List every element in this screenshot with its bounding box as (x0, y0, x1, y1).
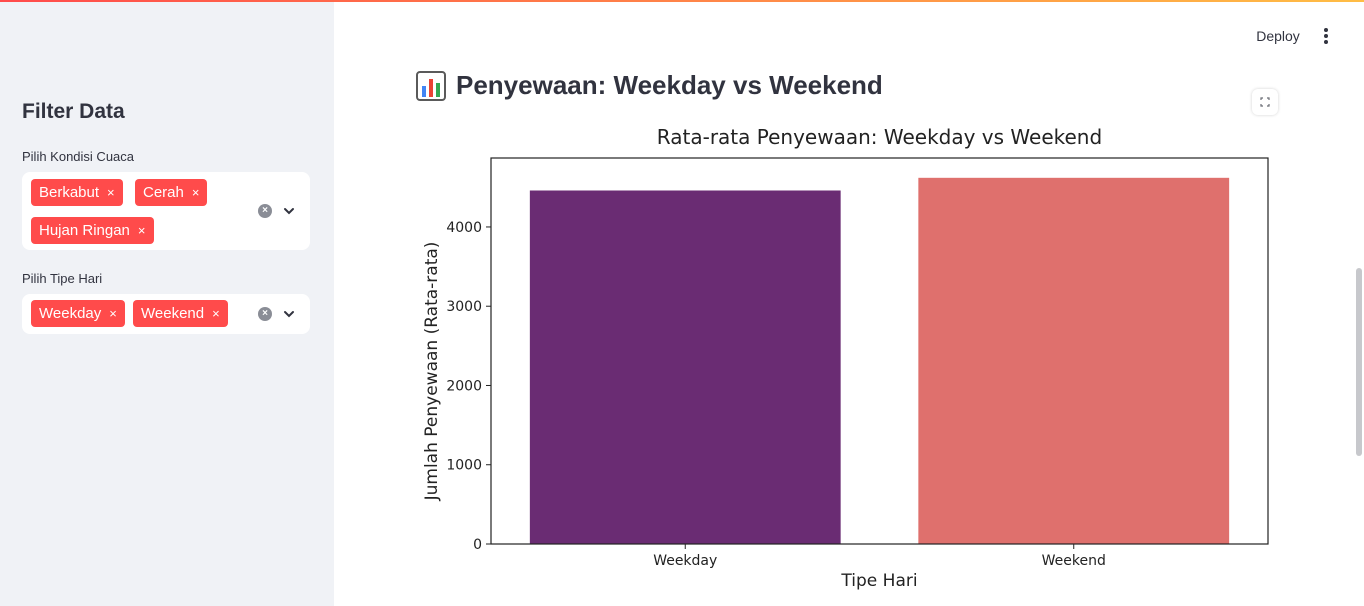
page-title: Penyewaan: Weekday vs Weekend (416, 70, 883, 101)
x-tick-label: Weekend (1042, 553, 1106, 569)
sidebar-title: Filter Data (22, 100, 125, 123)
sidebar: Filter Data Pilih Kondisi Cuaca Berkabut… (0, 0, 334, 606)
chip-remove-icon[interactable]: × (212, 306, 220, 321)
bar-chart-emoji-icon (416, 70, 446, 101)
chip-hujan-ringan: Hujan Ringan × (31, 217, 154, 244)
x-axis-label: Tipe Hari (840, 571, 917, 591)
chip-weekend: Weekend × (133, 300, 228, 327)
chip-label: Weekend (141, 305, 205, 322)
chip-label: Berkabut (39, 184, 100, 201)
clear-all-icon[interactable]: × (258, 204, 272, 218)
x-tick-label: Weekday (653, 553, 717, 569)
bar-chart: Rata-rata Penyewaan: Weekday vs Weekend W… (422, 125, 1269, 591)
chip-remove-icon[interactable]: × (191, 185, 200, 200)
weather-filter-label: Pilih Kondisi Cuaca (22, 149, 135, 164)
chip-label: Weekday (39, 305, 102, 322)
y-axis-label: Jumlah Penyewaan (Rata-rata) (422, 242, 442, 502)
kebab-menu-icon[interactable] (1318, 26, 1334, 46)
bar-weekday (529, 190, 841, 544)
chip-cerah: Cerah × (135, 179, 208, 206)
page-title-text: Penyewaan: Weekday vs Weekend (456, 70, 883, 100)
deploy-button[interactable]: Deploy (1256, 28, 1300, 44)
y-tick-label: 0 (473, 537, 482, 553)
scrollbar[interactable] (1356, 268, 1362, 456)
day-filter-label: Pilih Tipe Hari (22, 271, 103, 286)
plot-frame (490, 157, 1269, 545)
chart-title: Rata-rata Penyewaan: Weekday vs Weekend (657, 125, 1102, 149)
chip-label: Hujan Ringan (39, 222, 130, 239)
y-tick-label: 3000 (446, 299, 482, 315)
y-tick-label: 2000 (446, 378, 482, 394)
y-tick-label: 4000 (446, 220, 482, 236)
top-decoration-bar (0, 0, 1364, 2)
bar-weekend (918, 177, 1230, 544)
clear-all-icon[interactable]: × (258, 307, 272, 321)
fullscreen-icon (1260, 97, 1270, 107)
chip-remove-icon[interactable]: × (107, 185, 115, 200)
chip-label: Cerah (143, 184, 184, 201)
weather-multiselect[interactable]: Berkabut × Cerah × Hujan Ringan × × (22, 172, 310, 250)
chip-berkabut: Berkabut × (31, 179, 123, 206)
day-type-multiselect[interactable]: Weekday × Weekend × × (22, 294, 310, 334)
chip-weekday: Weekday × (31, 300, 125, 327)
chip-remove-icon[interactable]: × (137, 223, 146, 238)
chip-remove-icon[interactable]: × (109, 306, 117, 321)
chevron-down-icon[interactable] (282, 204, 296, 218)
y-tick-label: 1000 (446, 458, 482, 474)
chevron-down-icon[interactable] (282, 307, 296, 321)
fullscreen-button[interactable] (1252, 89, 1278, 115)
